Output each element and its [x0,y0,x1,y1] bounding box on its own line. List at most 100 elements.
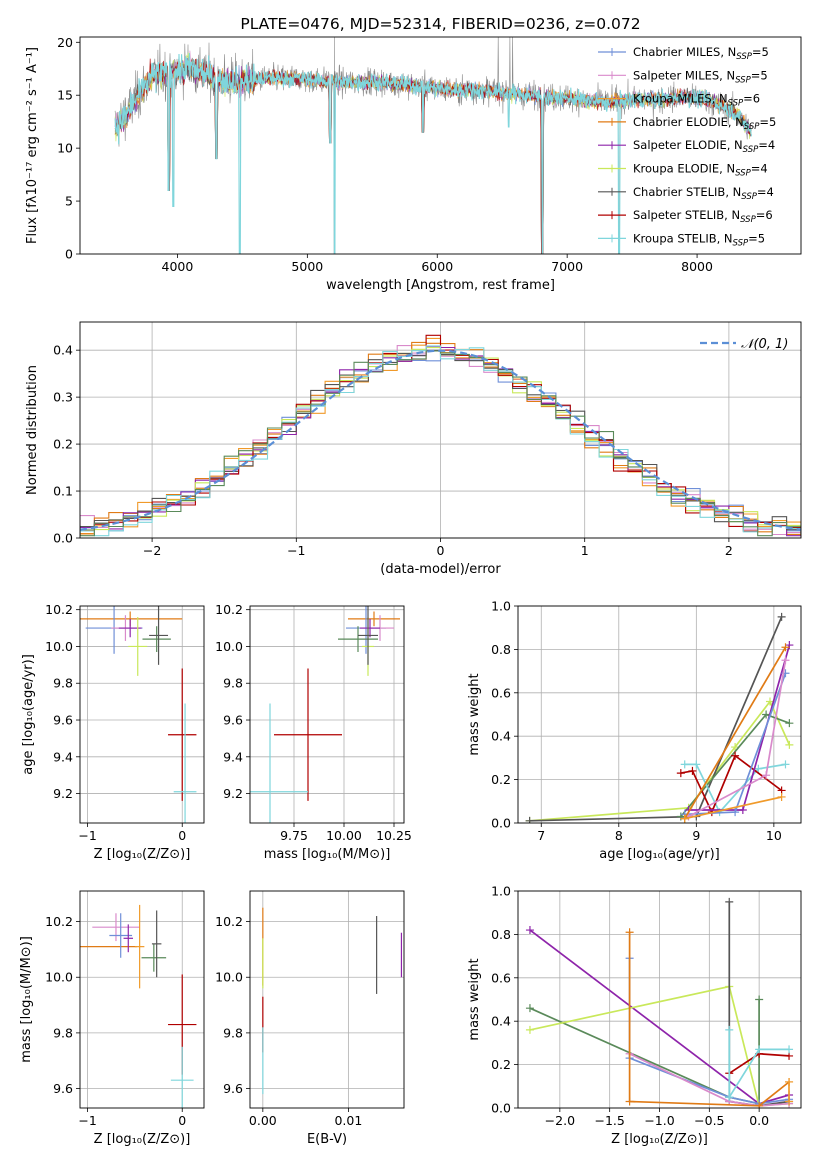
y-tick-label: 9.6 [223,713,243,728]
x-axis-label: (data-model)/error [380,562,501,577]
data-point [680,814,689,823]
series-line [728,1029,789,1101]
data-point [692,760,701,769]
data-point [785,740,794,749]
errorbar-salpeter_elodie [360,618,380,638]
y-tick-label: 10.2 [45,914,73,929]
y-tick-label: 5 [65,194,73,209]
x-tick-label: −2.0 [545,1113,575,1128]
series-line [683,646,787,820]
axes-0: 4000 5000 6000 7000 8000 0 5 10 15 20 wavelength [… [25,35,713,293]
errorbar-kroupa_miles [134,904,145,989]
data-point [731,808,740,817]
y-tick-label: 0.6 [491,685,511,700]
x-tick-label: 0.0 [749,1113,769,1128]
x-axis-label: age [log₁₀(age/yr)] [599,847,720,862]
axes-frame [79,36,802,255]
axes-frame [517,890,802,1109]
x-tick-label: 10.25 [376,828,412,843]
series-line [628,932,790,1107]
x-tick-label: 2 [725,543,733,558]
errorbar-salpeter_miles [92,913,140,942]
legend-label: Salpeter ELODIE, NSSP=4 [633,138,775,155]
x-tick-label: 5000 [291,259,323,274]
data-point [755,995,764,1004]
y-tick-label: 0.3 [53,390,73,405]
x-tick-label: 0.00 [249,1113,277,1128]
legend-label: Kroupa STELIB, NSSP=5 [633,231,765,248]
errorbar-chabrier_stelib [151,910,162,978]
data-point [781,760,790,769]
data-point [755,1045,764,1054]
x-tick-label: 10 [766,828,782,843]
data-point [785,641,794,650]
errorbar-kroupa_elodie [128,617,148,676]
x-tick-label: 7000 [551,259,583,274]
y-tick-label: 0.1 [53,484,73,499]
y-tick-label: 10.0 [45,639,73,654]
y-axis-label: age [log₁₀(age/yr)] [21,654,36,775]
series-kroupa_stelib [725,1025,794,1102]
x-tick-label: 0 [437,543,445,558]
y-tick-label: 10.0 [45,970,73,985]
data-point [785,1097,794,1106]
data-point [781,656,790,665]
y-tick-label: 0.2 [491,772,511,787]
errorbar-green_stelib [142,626,171,652]
x-tick-label: 8000 [681,259,713,274]
spectrum-model-kroupa_stelib [114,53,753,254]
data-point [755,1101,764,1108]
data-point [777,792,786,801]
legend-label: Chabrier MILES, NSSP=5 [633,45,769,62]
x-tick-label: 8 [615,828,623,843]
y-tick-label: 9.4 [223,749,243,764]
x-axis-label: mass [log₁₀(M/M⊙)] [264,847,391,862]
y-axis-label: mass [log₁₀(M/M⊙)] [19,936,34,1063]
axes-frame [79,890,205,1109]
y-tick-label: 9.8 [53,1025,73,1040]
errorbar-chabrier_elodie [348,611,400,627]
axes-frame [517,605,802,824]
y-tick-label: 9.2 [53,786,73,801]
data-point [785,719,794,728]
axes-3: 9.75 10.00 10.25 9.2 9.4 9.6 9.8 10.0 10.2 mass [… [215,602,412,862]
x-axis-label: Z [log₁₀(Z/Z⊙)] [94,1132,191,1147]
legend-label: Salpeter MILES, NSSP=5 [633,68,768,85]
x-tick-label: −1.0 [644,1113,674,1128]
y-tick-label: 0.6 [491,970,511,985]
y-tick-label: 9.6 [53,1081,73,1096]
y-tick-label: 0.4 [491,1014,511,1029]
x-tick-label: 6000 [421,259,453,274]
errorbar-chabrier_stelib [358,606,378,665]
y-tick-label: 20 [57,35,73,50]
x-tick-label: 9.75 [280,828,308,843]
series-line [629,1053,790,1107]
data-point [731,743,740,752]
data-point [625,928,634,937]
x-axis-label: Z [log₁₀(Z/Z⊙)] [611,1132,708,1147]
y-tick-label: 0.0 [53,531,73,546]
y-tick-label: 9.6 [53,713,73,728]
x-tick-label: −1.5 [594,1113,624,1128]
legend-label: Chabrier ELODIE, NSSP=5 [633,115,776,132]
y-tick-label: 15 [57,88,73,103]
legend-label: Chabrier STELIB, NSSP=4 [633,185,774,202]
y-tick-label: 9.8 [223,1025,243,1040]
y-axis-label: Normed distribution [25,365,40,495]
axes-6: 0.00 0.01 9.6 9.8 10.0 10.2 E(B-V) [215,891,404,1147]
x-tick-label: −2 [143,543,161,558]
errorbar-kroupa_stelib [173,703,197,823]
y-axis-label: Flux [fλ10⁻¹⁷ erg cm⁻² s⁻¹ A⁻¹] [25,47,40,244]
errorbar-green_stelib [141,943,167,972]
errorbar-chabrier_stelib [149,606,169,665]
legend-label: Salpeter STELIB, NSSP=6 [633,208,773,225]
y-tick-label: 1.0 [491,884,511,899]
y-tick-label: 0 [65,247,73,262]
data-point [754,764,763,773]
axes-4: 7 8 9 10 0.0 0.2 0.4 0.6 0.8 1.0 age [log₁₀(age/yr… [467,599,801,862]
chart-title: PLATE=0476, MJD=52314, FIBERID=0236, z=0… [240,15,640,33]
histogram-salpeter_stelib [80,334,801,537]
y-tick-label: 0.8 [491,927,511,942]
x-tick-label: 4000 [162,259,194,274]
